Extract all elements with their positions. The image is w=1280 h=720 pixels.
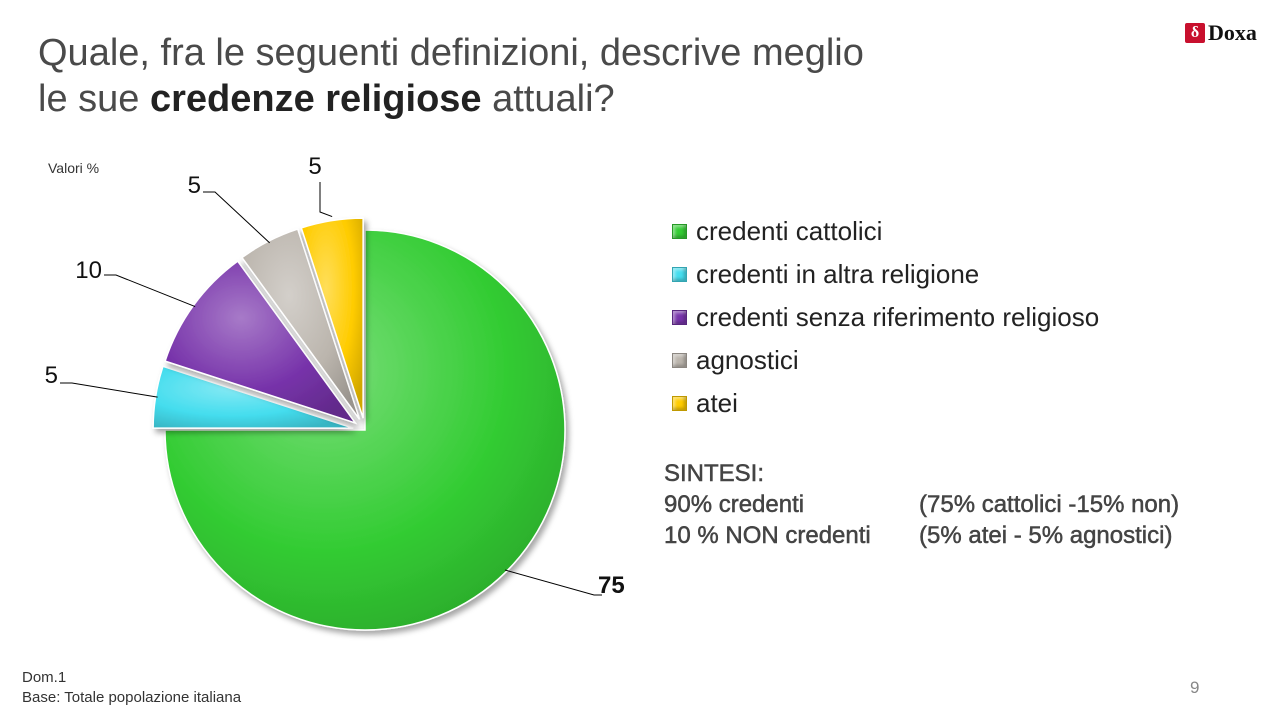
data-label: 10 (75, 257, 102, 284)
data-label: 5 (45, 362, 58, 389)
leader-line (60, 382, 158, 398)
leader-line (203, 191, 271, 244)
legend-label: credenti cattolici (696, 216, 883, 246)
footer-note: Dom.1 Base: Totale popolazione italiana (22, 668, 241, 708)
leader-line (504, 569, 602, 596)
legend-label: credenti in altra religione (696, 259, 980, 289)
pie-slice-credenti-cattolici (164, 229, 566, 631)
pie-slice-atei (300, 217, 364, 419)
sintesi-row-right: (75% cattolici -15% non) (919, 491, 1180, 519)
data-label: 5 (188, 172, 201, 199)
leader-line (319, 182, 333, 218)
doxa-logo-icon: δ (1185, 23, 1205, 43)
legend-item: atei (672, 382, 1099, 425)
title-line-2-bold: credenze religiose (149, 78, 482, 120)
legend-label: agnostici (696, 345, 799, 375)
footer-question-ref: Dom.1 (22, 669, 67, 686)
legend-swatch (672, 224, 687, 239)
sintesi-heading: SINTESI: (664, 460, 765, 488)
sintesi-row-left: 10 % NON credenti (664, 522, 871, 550)
legend-item: credenti in altra religione (672, 253, 1099, 296)
legend-swatch (672, 310, 687, 325)
data-label: 75 (598, 572, 625, 599)
page-number: 9 (1190, 678, 1200, 697)
sintesi-row: 10 % NON credenti (5% atei - 5% agnostic… (664, 520, 1179, 551)
legend-label: atei (696, 388, 738, 418)
sintesi-row-left: 90% credenti (664, 491, 805, 519)
legend-label: credenti senza riferimento religioso (696, 302, 1100, 332)
legend-item: credenti cattolici (672, 210, 1099, 253)
unit-note: Valori % (48, 160, 100, 176)
pie-slice-agnostici (240, 228, 361, 420)
chart-legend: credenti cattolici credenti in altra reli… (672, 210, 1099, 425)
pie-chart: 75 5 10 5 5 (45, 153, 625, 631)
page-title: Quale, fra le seguenti definizioni, desc… (38, 30, 864, 122)
doxa-logo: δ Doxa (1185, 20, 1257, 46)
title-line-2-post: attuali? (481, 78, 615, 120)
sintesi-box: SINTESI: 90% credenti (75% cattolici -15… (664, 458, 1180, 551)
title-line-2-pre: le sue (38, 78, 150, 120)
title-line-1: Quale, fra le seguenti definizioni, desc… (38, 32, 864, 74)
doxa-logo-text: Doxa (1208, 20, 1257, 45)
leader-line (104, 274, 196, 308)
footer-base: Base: Totale popolazione italiana (22, 689, 242, 706)
legend-swatch (672, 353, 687, 368)
legend-swatch (672, 267, 687, 282)
sintesi-row: 90% credenti (75% cattolici -15% non) (664, 489, 1180, 520)
sintesi-row-right: (5% atei - 5% agnostici) (919, 522, 1173, 550)
legend-item: credenti senza riferimento religioso (672, 296, 1099, 339)
legend-swatch (672, 396, 687, 411)
legend-item: agnostici (672, 339, 1099, 382)
data-label: 5 (308, 153, 321, 180)
